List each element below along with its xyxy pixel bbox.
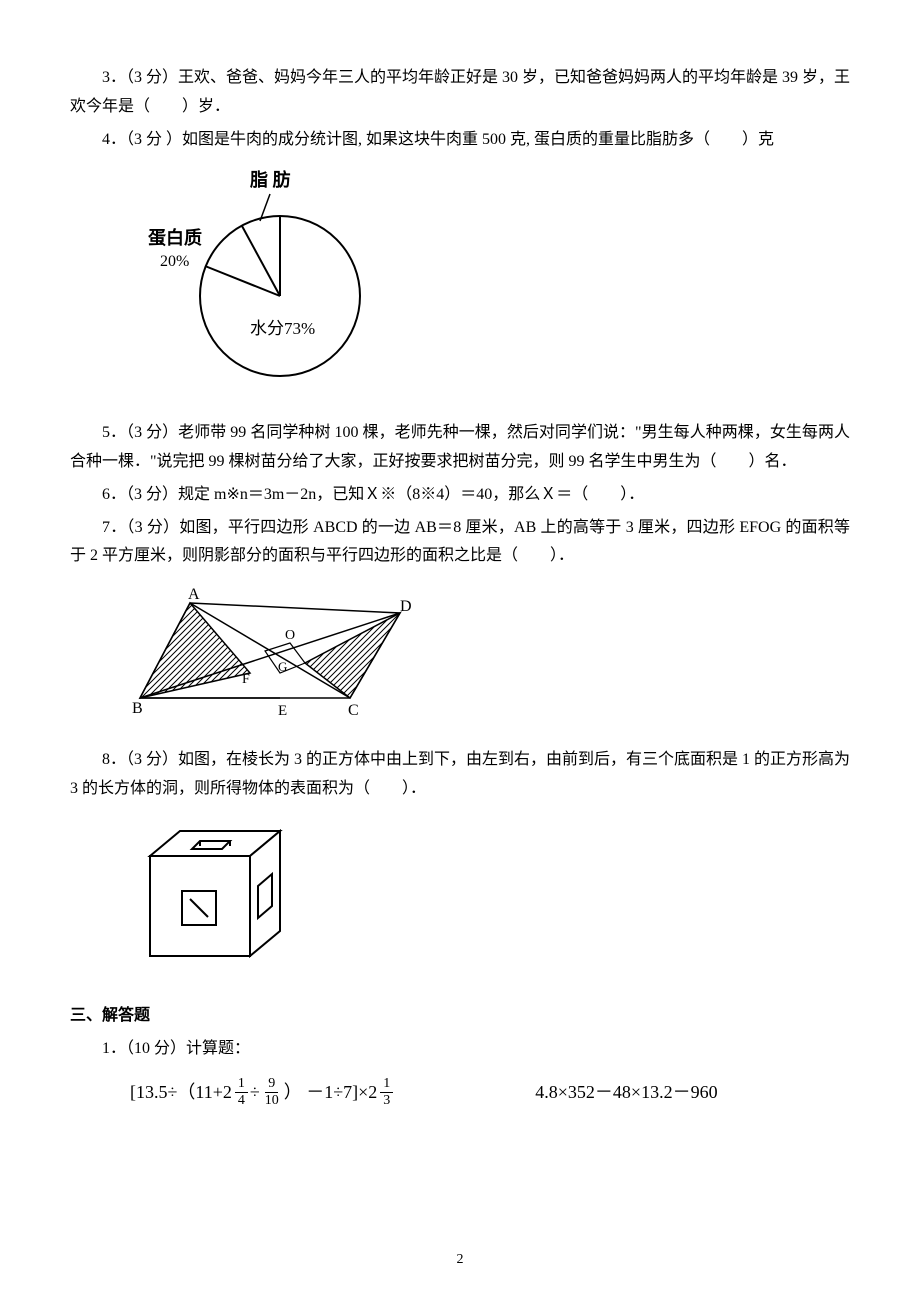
eq1-m1-den: 4: [235, 1093, 248, 1108]
pie-label-water: 水分73%: [250, 319, 315, 338]
section-3-q1: 1．（10 分）计算题：: [70, 1035, 850, 1064]
eq1-mixed-1: 2 1 4: [223, 1076, 250, 1108]
eq1-m3-whole: 2: [368, 1076, 377, 1108]
question-4: 4．（3 分 ）如图是牛肉的成分统计图, 如果这块牛肉重 500 克, 蛋白质的…: [70, 126, 850, 155]
eq1-mid2: ） －1÷7]×: [284, 1076, 369, 1108]
eq1-m1-num: 1: [235, 1077, 248, 1093]
equations-row: [13.5÷（11+ 2 1 4 ÷ 9 10 ） －1÷7]× 2 1 3: [130, 1076, 850, 1108]
label-D: D: [400, 598, 412, 615]
pie-label-protein-pct: 20%: [160, 253, 189, 270]
eq1-open: [13.5÷（11+: [130, 1076, 223, 1108]
question-7: 7．（3 分）如图，平行四边形 ABCD 的一边 AB＝8 厘米，AB 上的高等…: [70, 514, 850, 572]
question-5: 5．（3 分）老师带 99 名同学种树 100 棵，老师先种一棵，然后对同学们说…: [70, 419, 850, 477]
pie-label-protein: 蛋白质: [148, 227, 202, 248]
cube-figure: [130, 816, 850, 987]
eq1-f2-den: 10: [262, 1093, 282, 1108]
equation-2: 4.8×352－48×13.2－960: [535, 1076, 717, 1108]
label-G: G: [278, 659, 287, 674]
pie-label-fat: 脂 肪: [250, 169, 291, 190]
question-6: 6．（3 分）规定 m※n＝3m－2n，已知Ｘ※（8※4）＝40，那么Ｘ＝（ ）…: [70, 481, 850, 510]
eq1-frac-2: 9 10: [262, 1077, 282, 1108]
eq1-m3-den: 3: [380, 1093, 393, 1108]
equation-1: [13.5÷（11+ 2 1 4 ÷ 9 10 ） －1÷7]× 2 1 3: [130, 1076, 395, 1108]
label-A: A: [188, 586, 200, 603]
section-3-heading: 三、解答题: [70, 1002, 850, 1031]
question-3: 3．（3 分）王欢、爸爸、妈妈今年三人的平均年龄正好是 30 岁，已知爸爸妈妈两…: [70, 64, 850, 122]
label-C: C: [348, 702, 359, 719]
label-F: F: [242, 672, 250, 687]
page-number: 2: [0, 1247, 920, 1272]
label-E: E: [278, 703, 287, 719]
eq1-mixed-3: 2 1 3: [368, 1076, 395, 1108]
pie-chart-figure: 脂 肪 蛋白质 20% 水分73%: [130, 166, 850, 407]
eq1-m3-num: 1: [380, 1077, 393, 1093]
label-B: B: [132, 700, 143, 717]
label-O: O: [285, 628, 295, 643]
question-8: 8．（3 分）如图，在棱长为 3 的正方体中由上到下，由左到右，由前到后，有三个…: [70, 746, 850, 804]
eq1-m1-whole: 2: [223, 1076, 232, 1108]
eq1-f2-num: 9: [265, 1077, 278, 1093]
parallelogram-figure: A D B C E F G O: [130, 583, 850, 734]
pie-chart: 脂 肪 蛋白质 20% 水分73%: [148, 169, 360, 376]
eq1-mid1: ÷: [250, 1076, 260, 1108]
